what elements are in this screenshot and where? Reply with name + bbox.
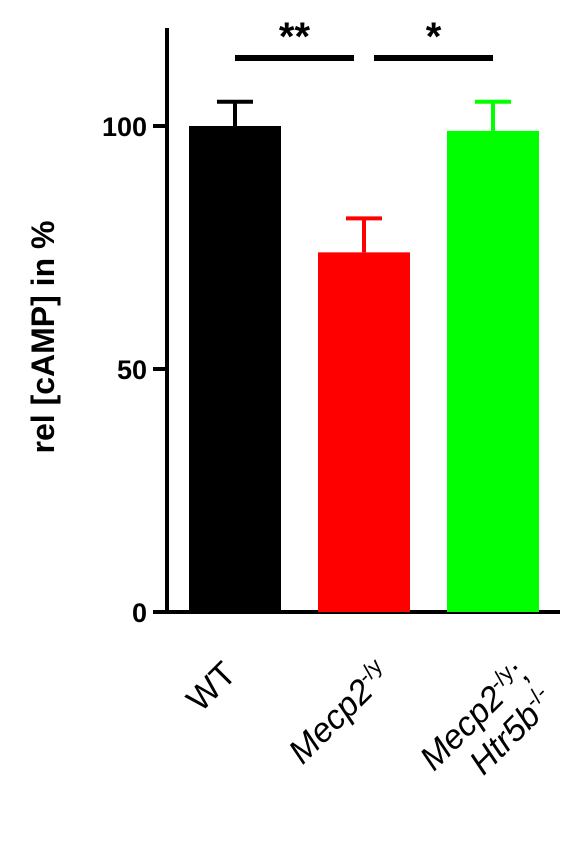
significance-label-1: * — [426, 15, 442, 59]
category-label-2: Mecp2-/y;Htr5b-/- — [413, 655, 552, 782]
y-tick-label-50: 50 — [117, 355, 147, 385]
bar-2 — [447, 130, 539, 613]
y-tick-label-100: 100 — [102, 112, 147, 142]
significance-label-0: ** — [279, 15, 311, 59]
category-label-1-line-0: Mecp2-/y — [280, 653, 398, 771]
category-label-0: WT — [179, 655, 243, 719]
bar-1 — [318, 252, 410, 613]
bar-0 — [189, 126, 281, 612]
category-label-1: Mecp2-/y — [280, 653, 398, 771]
y-axis-label: rel [cAMP] in % — [25, 221, 61, 454]
category-label-0-line-0: WT — [179, 655, 243, 719]
y-tick-label-0: 0 — [132, 598, 147, 628]
